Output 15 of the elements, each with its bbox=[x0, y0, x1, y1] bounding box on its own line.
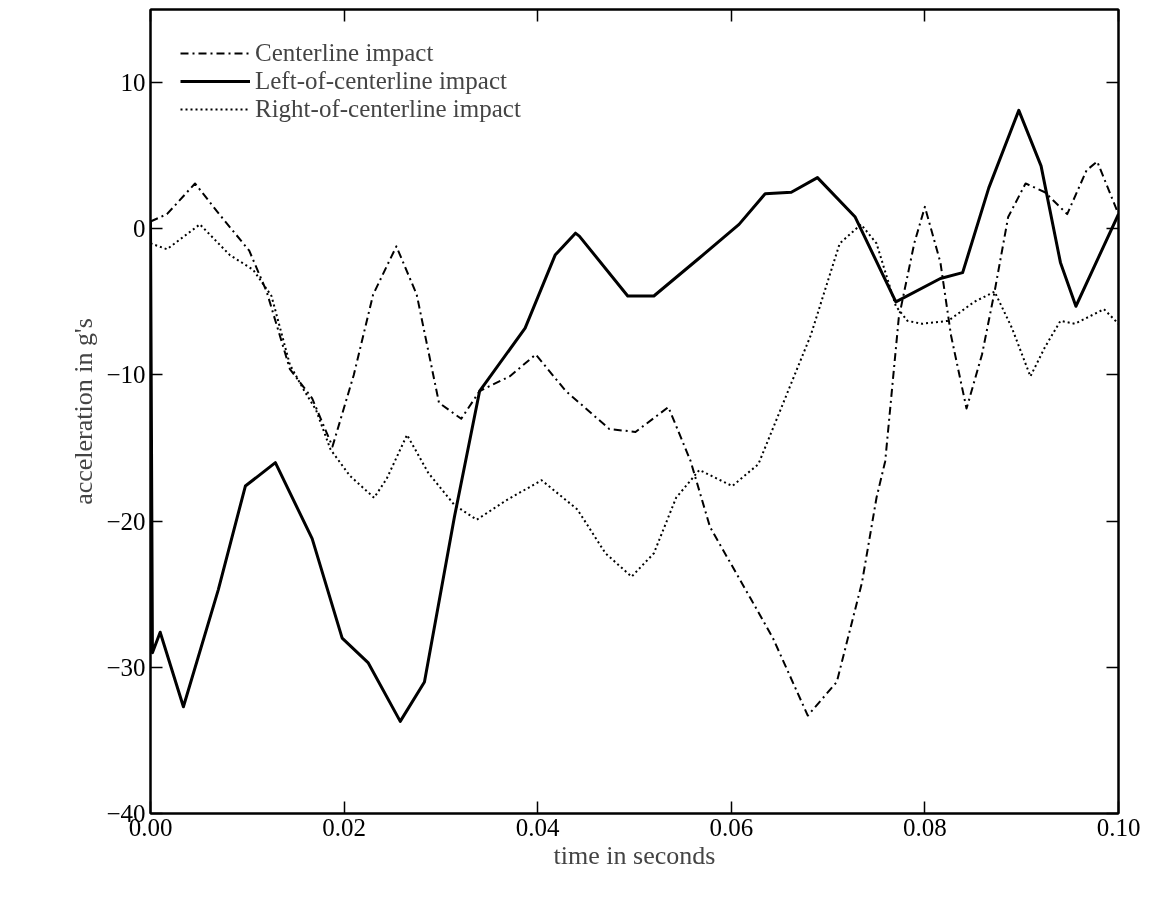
y-tick-label: 0 bbox=[133, 215, 146, 243]
x-tick-label: 0.02 bbox=[322, 813, 366, 841]
y-tick-label: 10 bbox=[120, 69, 146, 97]
x-tick-label: 0.10 bbox=[1096, 813, 1141, 841]
legend-label: Centerline impact bbox=[255, 39, 434, 67]
y-tick-label: −30 bbox=[106, 653, 146, 681]
legend-label: Left-of-centerline impact bbox=[255, 67, 507, 95]
x-tick-label: 0.04 bbox=[515, 813, 561, 841]
y-axis-title: acceleration in g's bbox=[69, 318, 99, 505]
x-axis-title: time in seconds bbox=[553, 840, 716, 870]
y-tick-label: −10 bbox=[106, 361, 146, 389]
y-tick-label: −20 bbox=[106, 507, 146, 535]
x-tick-label: 0.06 bbox=[709, 813, 754, 841]
legend-label: Right-of-centerline impact bbox=[255, 95, 521, 123]
x-tick-label: 0.08 bbox=[903, 813, 947, 841]
